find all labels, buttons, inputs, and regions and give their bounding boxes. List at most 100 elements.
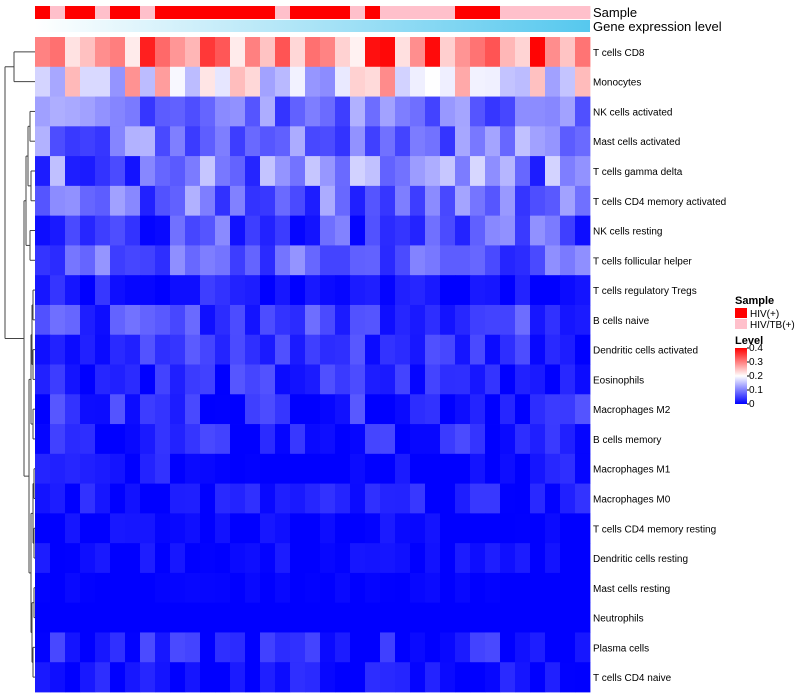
heatmap-cell — [245, 394, 261, 425]
heatmap-cell — [140, 394, 156, 425]
heatmap-cell — [350, 66, 366, 97]
heatmap-cell — [410, 453, 426, 484]
heatmap-cell — [320, 245, 336, 276]
heatmap-cell — [470, 66, 486, 97]
heatmap-cell — [290, 156, 306, 187]
heatmap-cell — [350, 185, 366, 217]
heatmap-cell — [500, 126, 516, 157]
heatmap-cell — [80, 275, 96, 306]
heatmap-cell — [395, 215, 411, 246]
heatmap-cell — [215, 96, 231, 127]
sample-annotation-cell — [335, 6, 351, 19]
heatmap-cell — [335, 394, 351, 425]
level-legend-title: Level — [735, 335, 763, 347]
heatmap-cell — [290, 334, 306, 365]
heatmap-cell — [275, 602, 291, 633]
heatmap-cell — [245, 572, 261, 604]
heatmap-cell — [110, 394, 126, 425]
heatmap-cell — [125, 662, 141, 693]
heatmap-cell — [500, 513, 516, 544]
heatmap-cell — [320, 543, 336, 574]
heatmap-cell — [380, 185, 396, 217]
heatmap-cell — [170, 304, 186, 336]
heatmap-cell — [110, 245, 126, 276]
heatmap-cell — [125, 424, 141, 455]
heatmap-cell — [200, 453, 216, 484]
heatmap-cell — [305, 394, 321, 425]
heatmap-cell — [155, 126, 171, 157]
heatmap-cell — [200, 513, 216, 544]
heatmap-cell — [515, 632, 531, 663]
heatmap-cell — [125, 66, 141, 97]
heatmap-cell — [380, 215, 396, 246]
row-label: Eosinophils — [593, 375, 644, 386]
heatmap-cell — [455, 334, 471, 365]
heatmap-cell — [350, 543, 366, 574]
heatmap-cell — [305, 37, 321, 68]
heatmap-cell — [155, 185, 171, 217]
heatmap-cell — [320, 394, 336, 425]
heatmap-cell — [95, 453, 111, 484]
heatmap-cell — [230, 66, 246, 97]
heatmap-cell — [320, 66, 336, 97]
row-label: T cells CD4 memory activated — [593, 197, 726, 208]
heatmap-cell — [230, 156, 246, 187]
heatmap-cell — [380, 513, 396, 544]
heatmap-cell — [95, 334, 111, 365]
heatmap-cell — [290, 394, 306, 425]
heatmap-cell — [35, 424, 51, 455]
heatmap-cell — [500, 424, 516, 455]
heatmap-cell — [275, 96, 291, 127]
heatmap-cell — [50, 185, 66, 217]
heatmap-cell — [395, 334, 411, 365]
heatmap-cell — [560, 245, 576, 276]
heatmap-cell — [575, 572, 591, 604]
row-label: T cells follicular helper — [593, 256, 692, 267]
heatmap-cell — [50, 543, 66, 574]
heatmap-cell — [275, 185, 291, 217]
heatmap-cell — [215, 304, 231, 336]
heatmap-cell — [560, 96, 576, 127]
heatmap-cell — [455, 215, 471, 246]
heatmap-cell — [455, 185, 471, 217]
heatmap-cell — [575, 483, 591, 514]
heatmap-cell — [425, 572, 441, 604]
heatmap-cell — [515, 156, 531, 187]
heatmap-cell — [215, 572, 231, 604]
heatmap-cell — [350, 156, 366, 187]
expression-track-label: Gene expression level — [593, 19, 722, 34]
heatmap-cell — [335, 215, 351, 246]
heatmap-cell — [65, 394, 81, 425]
heatmap-cell — [350, 304, 366, 336]
heatmap-cell — [125, 364, 141, 395]
heatmap-cell — [200, 602, 216, 633]
heatmap-cell — [185, 156, 201, 187]
heatmap-cell — [215, 275, 231, 306]
heatmap-cell — [485, 632, 501, 663]
heatmap-cell — [365, 275, 381, 306]
heatmap-cell — [95, 632, 111, 663]
heatmap-cell — [545, 245, 561, 276]
sample-annotation-cell — [575, 6, 591, 19]
heatmap-cell — [80, 215, 96, 246]
heatmap-cell — [335, 66, 351, 97]
heatmap-cell — [275, 662, 291, 693]
heatmap-cell — [410, 156, 426, 187]
heatmap-cell — [500, 662, 516, 693]
heatmap-cell — [50, 304, 66, 336]
heatmap-cell — [200, 334, 216, 365]
heatmap-cell — [50, 424, 66, 455]
sample-annotation-cell — [380, 6, 396, 19]
heatmap-cell — [560, 364, 576, 395]
heatmap-cell — [125, 245, 141, 276]
heatmap-cell — [155, 632, 171, 663]
heatmap-cell — [455, 37, 471, 68]
heatmap-cell — [260, 156, 276, 187]
heatmap-cell — [140, 126, 156, 157]
heatmap-cell — [425, 215, 441, 246]
heatmap-cell — [65, 304, 81, 336]
heatmap-cell — [515, 66, 531, 97]
heatmap-cell — [245, 453, 261, 484]
heatmap-cell — [95, 364, 111, 395]
heatmap-cell — [50, 483, 66, 514]
